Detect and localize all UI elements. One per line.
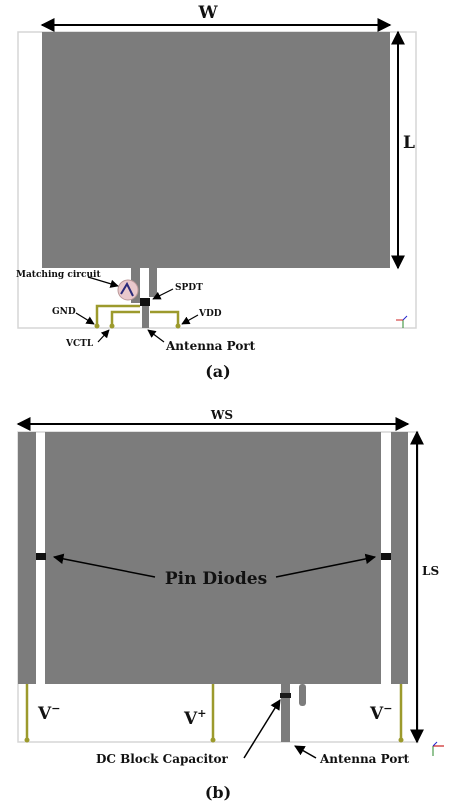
matching-circuit-icon bbox=[117, 279, 139, 301]
label-matching-circuit: Matching circuit bbox=[16, 270, 101, 280]
dim-label-ws: WS bbox=[210, 408, 233, 422]
label-spdt: SPDT bbox=[175, 283, 203, 293]
main-patch-b bbox=[45, 432, 381, 684]
left-strip bbox=[18, 432, 36, 684]
feed-line-b bbox=[281, 684, 290, 742]
right-strip bbox=[391, 432, 408, 684]
label-pin-diodes: Pin Diodes bbox=[165, 569, 267, 589]
dim-label-w: W bbox=[197, 3, 218, 23]
bias-wires-a bbox=[95, 304, 180, 326]
dim-label-ls: LS bbox=[422, 564, 439, 578]
figure-a: W L Matching circuit SPDT GND VDD VCTL A… bbox=[16, 3, 417, 381]
axis-glyph-a bbox=[396, 315, 408, 328]
dim-label-l: L bbox=[403, 133, 415, 153]
feed-stub-right bbox=[149, 267, 157, 297]
pin-diode-left bbox=[36, 553, 46, 560]
dc-block-capacitor bbox=[280, 693, 291, 698]
feed-line-a bbox=[142, 305, 149, 328]
main-patch-a bbox=[42, 32, 390, 268]
label-vctl: VCTL bbox=[65, 339, 94, 349]
label-gnd: GND bbox=[52, 307, 76, 317]
label-vdd: VDD bbox=[198, 309, 222, 319]
axis-glyph-b bbox=[432, 741, 444, 756]
pin-diode-right bbox=[381, 553, 391, 560]
label-dc-block-capacitor: DC Block Capacitor bbox=[96, 752, 229, 766]
feed-stub-b bbox=[299, 684, 306, 706]
label-antenna-port-b: Antenna Port bbox=[319, 752, 410, 766]
figure-b: WS LS Pin Diodes V− V+ V− DC Block Capac… bbox=[16, 408, 444, 802]
spdt-chip bbox=[140, 298, 150, 306]
bias-wires-b bbox=[25, 684, 403, 740]
caption-a: (a) bbox=[205, 362, 231, 381]
label-antenna-port-a: Antenna Port bbox=[165, 339, 256, 353]
caption-b: (b) bbox=[205, 783, 231, 802]
